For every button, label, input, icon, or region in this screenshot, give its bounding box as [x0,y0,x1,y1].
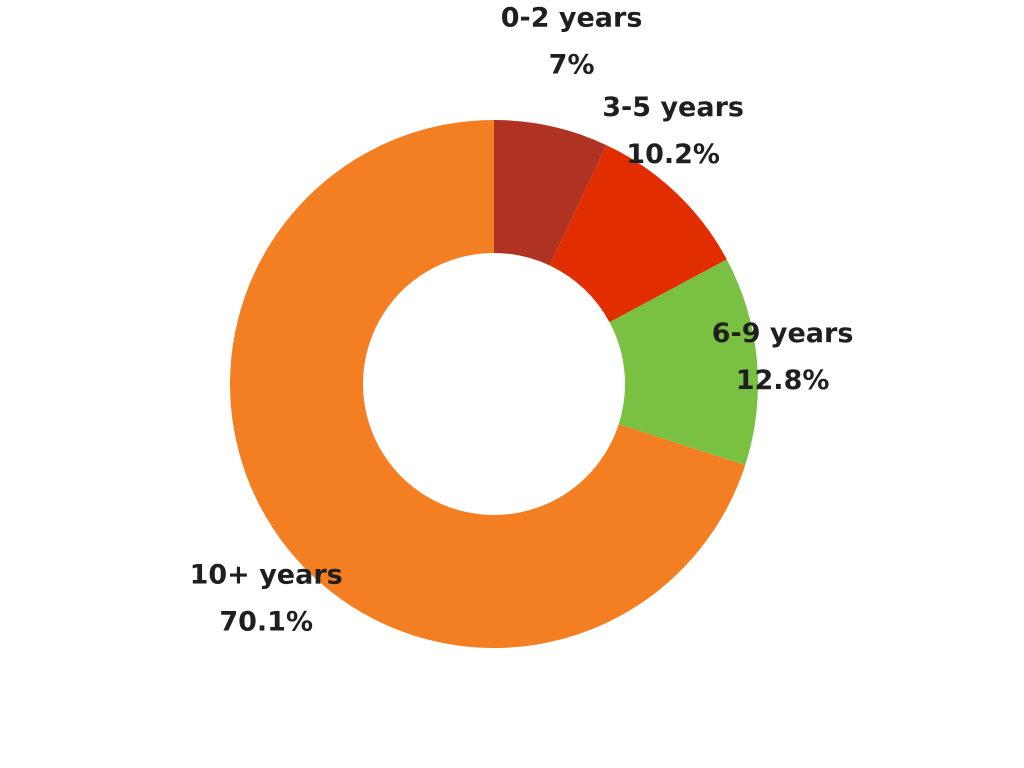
slice-label-3-5-years: 3-5 years [602,92,744,123]
slice-3-5-years [549,145,727,323]
slice-value-0-2-years: 7% [549,50,595,81]
slice-value-10plus-years: 70.1% [219,607,313,638]
slice-label-10plus-years: 10+ years [190,560,343,591]
slice-6-9-years [609,259,758,466]
slice-label-0-2-years: 0-2 years [501,3,643,34]
slice-value-3-5-years: 10.2% [626,139,720,170]
slice-10plus-years [230,120,746,649]
slice-label-6-9-years: 6-9 years [712,318,854,349]
donut-labels: 0-2 years 7%3-5 years 10.2% 6-9 years 12.8% 1… [190,3,854,638]
slice-0-2-years [494,120,607,266]
donut-slices [230,120,758,649]
slice-value-6-9-years: 12.8% [736,365,830,396]
